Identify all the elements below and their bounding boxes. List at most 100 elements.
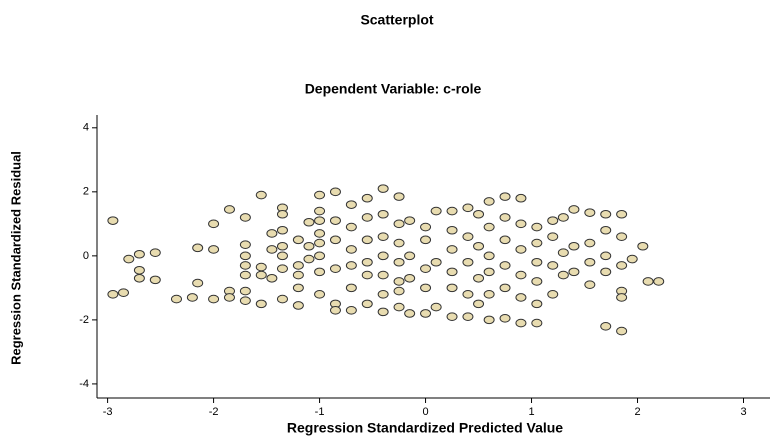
- point: [314, 206, 326, 216]
- point: [616, 209, 628, 219]
- point: [239, 213, 251, 222]
- point: [266, 229, 278, 238]
- point: [133, 265, 145, 275]
- point: [107, 289, 119, 299]
- point: [531, 238, 543, 248]
- point: [499, 313, 511, 323]
- point: [616, 293, 628, 302]
- point: [329, 187, 341, 197]
- point: [292, 283, 304, 293]
- point: [499, 235, 511, 245]
- point: [515, 318, 527, 328]
- point: [600, 251, 612, 261]
- point: [557, 248, 569, 257]
- point: [329, 216, 341, 225]
- point: [499, 192, 511, 201]
- point: [568, 267, 580, 277]
- point: [420, 264, 432, 273]
- point: [329, 305, 341, 315]
- point: [266, 273, 278, 283]
- point: [361, 257, 373, 267]
- point: [266, 245, 278, 254]
- point: [314, 216, 326, 225]
- point: [361, 213, 373, 222]
- point: [473, 299, 485, 309]
- point: [223, 293, 235, 302]
- point: [404, 251, 416, 261]
- point: [430, 257, 442, 267]
- point: [239, 251, 251, 261]
- point: [616, 261, 628, 270]
- point: [117, 288, 129, 297]
- point: [393, 219, 405, 229]
- point: [292, 270, 304, 280]
- point: [568, 241, 580, 251]
- y-axis-label: Regression Standardized Residual: [8, 151, 23, 365]
- point: [192, 278, 204, 288]
- x-axis-label: Regression Standardized Predicted Value: [287, 420, 563, 436]
- point: [303, 254, 315, 264]
- point: [584, 257, 596, 267]
- point: [303, 241, 315, 251]
- point: [600, 267, 612, 277]
- x-tick-label: 2: [634, 406, 640, 418]
- point: [446, 283, 458, 293]
- point: [499, 283, 511, 293]
- point: [361, 270, 373, 280]
- point: [239, 261, 251, 270]
- point: [430, 206, 442, 216]
- y-tick-label: -4: [79, 378, 89, 390]
- point: [462, 232, 474, 241]
- point: [547, 232, 559, 241]
- point: [377, 289, 389, 299]
- y-tick-label: 2: [83, 186, 89, 198]
- point: [314, 289, 326, 299]
- point: [208, 294, 220, 304]
- point: [483, 197, 495, 206]
- point: [223, 205, 235, 214]
- point: [420, 222, 432, 232]
- point: [361, 193, 373, 203]
- point: [616, 326, 628, 336]
- point: [314, 251, 326, 261]
- point: [446, 225, 458, 235]
- point: [345, 245, 357, 254]
- point: [255, 262, 267, 272]
- y-tick-label: -2: [79, 314, 89, 326]
- point: [515, 293, 527, 302]
- point: [276, 264, 288, 273]
- point: [255, 190, 267, 200]
- point: [303, 217, 315, 227]
- point: [483, 251, 495, 261]
- point: [133, 273, 145, 283]
- point: [462, 257, 474, 267]
- point: [446, 245, 458, 254]
- point: [239, 286, 251, 296]
- point: [462, 203, 474, 213]
- point: [345, 261, 357, 270]
- chart-title: Scatterplot: [360, 12, 433, 28]
- point: [361, 299, 373, 309]
- point: [473, 241, 485, 251]
- point: [462, 289, 474, 299]
- point: [420, 309, 432, 318]
- point: [515, 193, 527, 203]
- point: [420, 283, 432, 293]
- point: [404, 309, 416, 318]
- point: [626, 254, 638, 264]
- point: [329, 264, 341, 273]
- chart-subtitle: Dependent Variable: c-role: [305, 81, 482, 97]
- point: [547, 289, 559, 299]
- y-tick-label: 4: [83, 122, 89, 134]
- point: [255, 299, 267, 309]
- x-tick-label: 0: [422, 406, 428, 418]
- point: [393, 192, 405, 201]
- point: [208, 219, 220, 229]
- point: [499, 261, 511, 270]
- point: [377, 307, 389, 317]
- point: [149, 248, 161, 257]
- point: [377, 209, 389, 219]
- point: [515, 270, 527, 280]
- point: [557, 270, 569, 280]
- point: [584, 208, 596, 217]
